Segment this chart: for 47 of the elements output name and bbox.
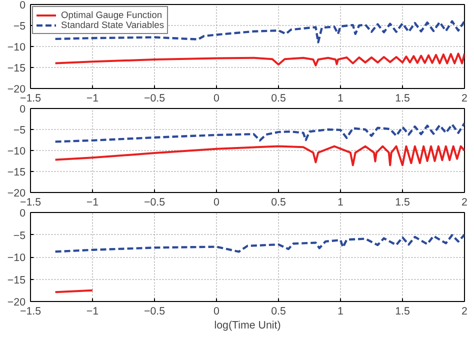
y-tick-label: −10 bbox=[7, 252, 26, 264]
x-tick-label: 1.5 bbox=[395, 306, 410, 318]
x-tick-label: 1.5 bbox=[395, 92, 410, 104]
y-tick-label: −20 bbox=[7, 296, 26, 308]
x-tick-label: −1.5 bbox=[20, 306, 42, 318]
x-tick-label: 0.5 bbox=[271, 306, 286, 318]
x-tick-label: 0.5 bbox=[271, 92, 286, 104]
y-tick-label: −20 bbox=[7, 84, 26, 96]
x-tick-label: 0 bbox=[214, 92, 220, 104]
y-tick-label: −10 bbox=[7, 42, 26, 54]
x-tick-label: 1.5 bbox=[395, 196, 410, 208]
line-series bbox=[54, 52, 464, 66]
legend-label: Standard State Variables bbox=[61, 20, 164, 30]
y-tick-label: −15 bbox=[7, 166, 26, 178]
legend-label: Optimal Gauge Function bbox=[61, 10, 162, 20]
x-tick-label: −0.5 bbox=[144, 92, 166, 104]
line-series bbox=[54, 145, 464, 166]
y-tick-label: −5 bbox=[13, 124, 26, 136]
x-tick-label: 1 bbox=[338, 196, 344, 208]
x-tick-label: −1.5 bbox=[20, 92, 42, 104]
line-series bbox=[54, 234, 464, 253]
line-series bbox=[54, 122, 464, 143]
x-tick-label: 0 bbox=[214, 306, 220, 318]
x-tick-label: 2 bbox=[462, 196, 468, 208]
y-tick-label: −20 bbox=[7, 188, 26, 200]
x-tick-label: 1 bbox=[338, 306, 344, 318]
y-tick-label: 0 bbox=[20, 0, 26, 12]
x-tick-label: −1 bbox=[86, 92, 99, 104]
y-tick-label: 0 bbox=[20, 104, 26, 116]
x-tick-label: 0 bbox=[214, 196, 220, 208]
x-tick-label: −1 bbox=[86, 306, 99, 318]
y-tick-label: 0 bbox=[20, 208, 26, 220]
y-tick-label: −5 bbox=[13, 230, 26, 242]
x-tick-label: −0.5 bbox=[144, 196, 166, 208]
x-tick-label: 2 bbox=[462, 306, 468, 318]
y-tick-label: −15 bbox=[7, 274, 26, 286]
line-series bbox=[54, 20, 464, 44]
x-tick-label: 0.5 bbox=[271, 196, 286, 208]
y-tick-label: −5 bbox=[13, 20, 26, 32]
x-tick-label: −1 bbox=[86, 196, 99, 208]
x-tick-label: 2 bbox=[462, 92, 468, 104]
x-tick-label: −0.5 bbox=[144, 306, 166, 318]
y-tick-label: −15 bbox=[7, 62, 26, 74]
x-tick-label: 1 bbox=[338, 92, 344, 104]
x-axis-title: log(Time Unit) bbox=[214, 320, 281, 332]
x-tick-label: −1.5 bbox=[20, 196, 42, 208]
y-tick-label: −10 bbox=[7, 146, 26, 158]
